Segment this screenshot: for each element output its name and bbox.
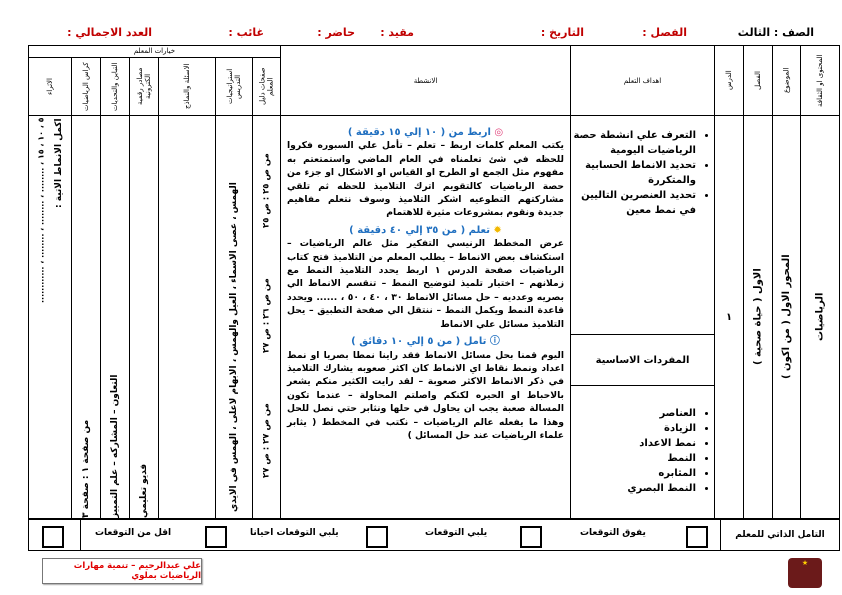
strategies-cell: الهمس ، عصى الاسماء ، العيل والهمس ، الا… — [215, 115, 253, 519]
guide-page: من ص ٢٦ : ص ٢٧ — [261, 278, 272, 354]
checkbox-extra[interactable] — [42, 526, 64, 548]
questions-cell — [158, 115, 216, 519]
divider — [80, 519, 82, 551]
resources-cell: فديو تعليمي — [129, 115, 159, 519]
objective-item: تحديد العنصرين التاليين في نمط معين — [571, 188, 696, 218]
author-credit: علي عبدالرحيم – تنمية مهارات الرياضيات ب… — [42, 558, 202, 584]
activity-title-text: تامل ( من ٥ إلي ١٠ دقائق ) — [351, 336, 487, 348]
activity-reflect: ⓘ تامل ( من ٥ إلي ١٠ دقائق ) اليوم قمنا … — [281, 335, 570, 442]
col-lesson: الدرس — [714, 45, 744, 116]
option-below: اقل من التوقعات — [95, 528, 172, 538]
guide-pages-cell: من ص ٢٥ : ص ٢٥ من ص ٢٦ : ص ٢٧ من ص ٢٧ : … — [252, 115, 281, 519]
vocab-item: العناصر — [571, 406, 696, 421]
enrichment-cell: اكمل الانماط الاتية : ٥ ، ١٠ ، ١٥ ، ....… — [28, 115, 72, 519]
checkbox-sometimes[interactable] — [366, 526, 388, 548]
col-activities: الانشطة — [280, 45, 571, 116]
grade-label: الصف : الثالث — [737, 26, 814, 39]
activity-connect: ◎ اربط من ( ١٠ إلي ١٥ دقيقة ) يكتب المعل… — [281, 126, 570, 220]
option-meets: يلبي التوقعات — [425, 528, 488, 538]
lesson-cell: ١ — [714, 115, 744, 519]
col-topic: الموضوع — [772, 45, 801, 116]
content-cell: الرياضيات — [800, 115, 840, 519]
activity-text: عرض المخطط الرنيسي التفكير مثل عالم الري… — [287, 238, 565, 330]
col-content: المحتوى او الثقافة — [800, 45, 840, 116]
objectives-list: التعرف علي انشطة حصة الرياضيات اليومية ت… — [571, 128, 714, 218]
date-label: التاريخ : — [540, 26, 584, 39]
col-workbook: كراس الرياضيات — [71, 57, 101, 116]
absent-label: غائب : — [228, 26, 264, 39]
checkbox-exceeds[interactable] — [686, 526, 708, 548]
col-guide-pages: صفحات دليل المعلم — [252, 57, 281, 116]
vocab-item: المثابره — [571, 466, 696, 481]
activity-learn: ✹ تعلم ( من ٣٥ إلي ٤٠ دقيقة ) عرض المخطط… — [281, 224, 570, 331]
activity-title-text: تعلم ( من ٣٥ إلي ٤٠ دقيقة ) — [349, 224, 490, 236]
vocab-item: نمط الاعداد — [571, 436, 696, 451]
col-differentiation: التباين والتحديات — [100, 57, 130, 116]
topic-cell: المحور الاول ( من اكون ) — [772, 115, 801, 519]
workbook-cell: من صفحة ١ : صفحة ٣ — [71, 115, 101, 519]
enrichment-title: اكمل الانماط الاتية : — [54, 118, 64, 208]
option-exceeds: يفوق التوقعات — [580, 528, 646, 538]
col-teacher-options: خيارات المعلم — [28, 45, 281, 58]
objective-item: تحديد الانماط الحسابية والمتكررة — [571, 158, 696, 188]
activity-text: يكتب المعلم كلمات اربط – تعلم – تأمل علي… — [287, 140, 564, 219]
vocab-list: العناصر الزيادة نمط الاعداد النمط المثاب… — [571, 406, 714, 496]
vocab-title: المفردات الاساسية — [571, 334, 714, 386]
question-bubble-icon: ⓘ — [486, 336, 500, 348]
objectives-cell: التعرف علي انشطة حصة الرياضيات اليومية ت… — [570, 115, 715, 519]
col-objectives: اهداف التعلم — [570, 45, 715, 116]
reflection-label: التامل الذاتي للمعلم — [720, 519, 840, 551]
checkbox-below[interactable] — [205, 526, 227, 548]
col-resources: مصادر رقمية الكترونية — [129, 57, 159, 116]
brand-logo: ★ — [788, 558, 822, 588]
vocab-item: النمط — [571, 451, 696, 466]
enrolled-label: مقيد : — [380, 26, 414, 39]
enrichment-task: ٥ ، ١٠ ، ١٥ ، ........ ، ........ ، ....… — [36, 118, 46, 304]
total-label: العدد الاجمالي : — [67, 26, 152, 39]
chapter-cell: الاول ( حياة صحية ) — [743, 115, 773, 519]
lightbulb-icon: ✹ — [489, 224, 502, 236]
activity-title-text: اربط من ( ١٠ إلي ١٥ دقيقة ) — [347, 127, 491, 138]
activity-title: ⓘ تامل ( من ٥ إلي ١٠ دقائق ) — [287, 335, 564, 348]
activity-title: ✹ تعلم ( من ٣٥ إلي ٤٠ دقيقة ) — [287, 224, 564, 237]
differentiation-cell: التعاون – المشاركه – علم التمييز — [100, 115, 130, 519]
col-enrichment: الاثراء — [28, 57, 72, 116]
activity-text: اليوم قمنا بحل مسائل الانماط فقد راينا ن… — [287, 349, 564, 441]
option-sometimes: يلبي التوقعات احيانا — [250, 528, 339, 538]
activities-cell: ◎ اربط من ( ١٠ إلي ١٥ دقيقة ) يكتب المعل… — [280, 115, 571, 519]
guide-page: من ص ٢٧ : ص ٢٧ — [261, 403, 272, 479]
vocab-item: الزيادة — [571, 421, 696, 436]
class-label: الفصل : — [642, 26, 687, 39]
vocab-item: النمط البصري — [571, 481, 696, 496]
activity-title: ◎ اربط من ( ١٠ إلي ١٥ دقيقة ) — [287, 126, 564, 139]
checkbox-meets[interactable] — [520, 526, 542, 548]
col-questions: الاسئلة والنماذج — [158, 57, 216, 116]
present-label: حاضر : — [317, 26, 355, 39]
rings-icon: ◎ — [490, 127, 504, 138]
col-strategies: استراتيجيات التدريس — [215, 57, 253, 116]
col-chapter: الفصل — [743, 45, 773, 116]
objective-item: التعرف علي انشطة حصة الرياضيات اليومية — [571, 128, 696, 158]
guide-page: من ص ٢٥ : ص ٢٥ — [261, 153, 272, 229]
